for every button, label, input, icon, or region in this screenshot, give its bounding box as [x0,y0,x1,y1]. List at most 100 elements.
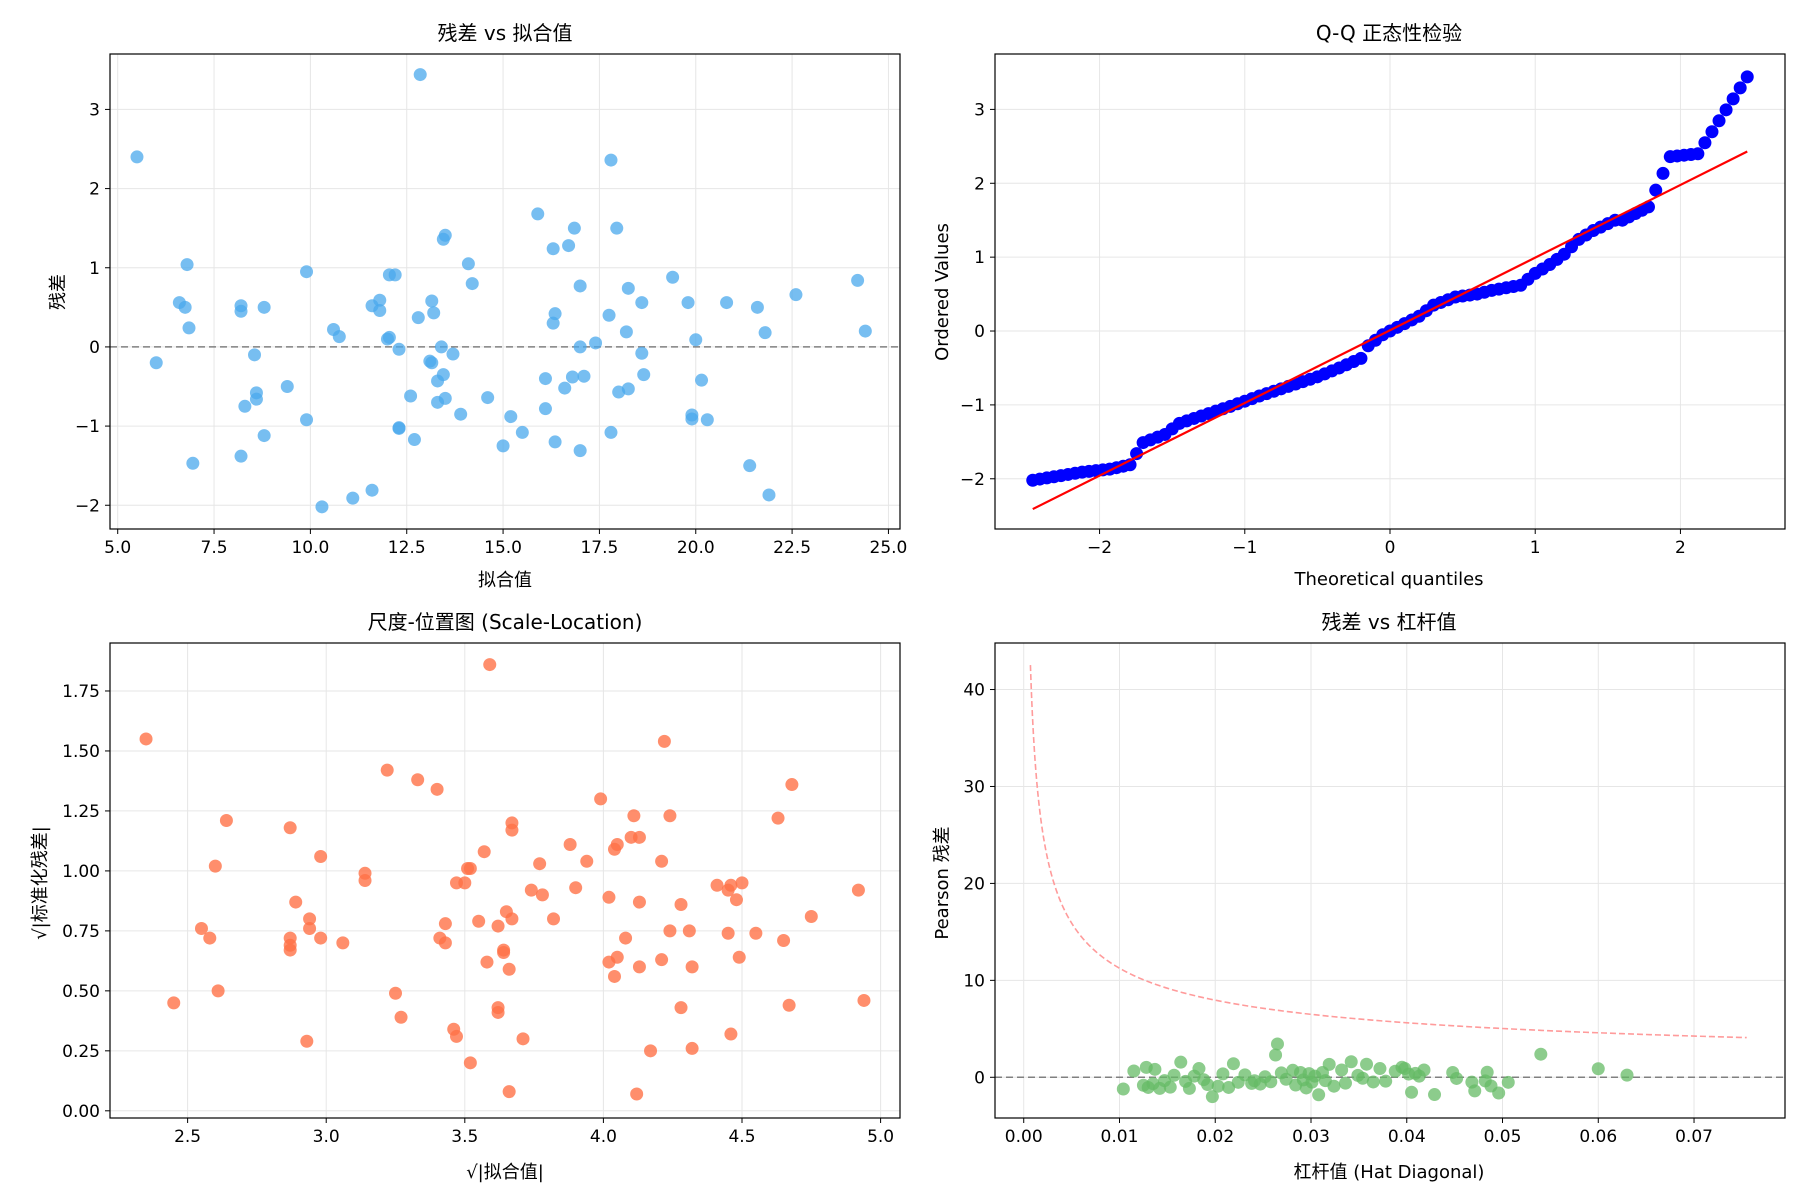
residuals-vs-leverage-point [1270,1037,1284,1051]
scale-location-point [627,809,641,823]
scale-location-point [358,874,372,887]
scale-location-point [300,1034,314,1048]
residuals-vs-leverage-point [1226,1057,1240,1071]
residuals-vs-leverage-xtick-label: 0.02 [1196,1127,1234,1147]
scale-location-ytick-label: 1.75 [62,682,100,702]
scale-location-xtick-label: 2.5 [174,1127,201,1147]
scale-location-point [857,993,871,1007]
residuals-vs-leverage-axes-frame [994,642,1786,1119]
qq-normality-point [1733,81,1747,95]
residuals-vs-leverage-reference-curve [1029,665,1747,1039]
qq-normality-ytick-label: −1 [960,396,985,416]
residuals-vs-fitted-point [610,221,624,235]
residuals-vs-fitted-point [558,381,572,395]
scale-location-point [663,924,677,938]
residuals-vs-fitted-point [392,421,406,435]
residuals-vs-leverage-point [1269,1048,1283,1062]
scale-location-point [663,809,677,823]
residuals-vs-fitted-point [635,346,649,360]
scale-location-point [674,1001,688,1015]
residuals-vs-fitted-point [407,433,421,447]
residuals-vs-leverage-point [1279,1072,1293,1086]
scale-location-point [721,926,735,940]
residuals-vs-fitted-point [427,306,441,320]
residuals-vs-leverage-point [1148,1062,1162,1076]
residuals-vs-fitted-point [573,279,587,293]
scale-location-point [710,878,724,892]
residuals-vs-fitted-point [538,402,552,416]
scale-location-point [632,960,646,974]
scale-location-point [438,917,452,931]
residuals-vs-fitted-point [315,500,329,514]
residuals-vs-fitted-point [621,281,635,295]
scale-location-xtick-label: 4.0 [590,1127,617,1147]
residuals-vs-leverage-point [1127,1064,1141,1078]
qq-normality-title: Q-Q 正态性检验 [1316,21,1462,45]
qq-normality-ytick-label: −2 [960,470,985,490]
residuals-vs-leverage-ytick-label: 0 [974,1068,985,1088]
scale-location-point [380,763,394,777]
scale-location-point [389,986,403,1000]
residuals-vs-leverage-point [1216,1067,1230,1081]
qq-normality-panel: Q-Q 正态性检验 Theoretical quantiles Ordered … [932,21,1786,590]
residuals-vs-fitted-point [186,456,200,470]
residuals-vs-fitted-point [392,342,406,356]
residuals-vs-leverage-xtick-label: 0.04 [1388,1127,1426,1147]
residuals-vs-fitted-point [604,153,618,167]
scale-location-point [735,876,749,890]
scale-location-point [472,914,486,928]
scale-location-point [782,998,796,1012]
residuals-vs-fitted-point [249,392,263,406]
residuals-vs-leverage-point [1312,1088,1326,1102]
scale-location-point [505,816,519,830]
scale-location-point [463,1056,477,1070]
residuals-vs-fitted-point [504,410,518,424]
residuals-vs-leverage-point [1428,1088,1442,1102]
scale-location-point [594,792,608,806]
qq-normality-point [1712,114,1726,128]
residuals-vs-fitted-point [257,300,271,314]
scale-location-ytick-label: 1.50 [62,742,100,762]
residuals-vs-fitted-point [858,324,872,338]
scale-location-point [505,912,519,926]
qq-normality-ytick-label: 1 [974,248,985,268]
scale-location-xtick-label: 3.0 [313,1127,340,1147]
scale-location-ytick-label: 0.75 [62,922,100,942]
residuals-vs-fitted-ylabel: 残差 [48,274,69,310]
scale-location-point [314,850,328,864]
qq-normality-point [1719,103,1733,117]
scale-location-axes-frame [109,642,901,1119]
scale-location-xlabel: √|拟合值| [466,1162,544,1183]
residuals-vs-fitted-point [851,273,865,287]
scale-location-point [491,919,505,933]
residuals-vs-fitted-xtick-label: 22.5 [773,538,811,558]
residuals-vs-fitted-point [689,333,703,347]
residuals-vs-fitted-point [300,413,314,427]
residuals-vs-leverage-xtick-label: 0.06 [1579,1127,1617,1147]
residuals-vs-fitted-panel: 残差 vs 拟合值 拟合值 残差 5.0 7.5 10.0 12.5 15.0 17.5 2… [48,21,907,591]
scale-location-point [580,854,594,868]
qq-normality-point [1740,70,1754,84]
residuals-vs-fitted-point [257,429,271,443]
residuals-vs-fitted-xtick-label: 7.5 [201,538,228,558]
residuals-vs-fitted-title: 残差 vs 拟合值 [438,21,573,45]
residuals-vs-leverage-xtick-label: 0.01 [1101,1127,1139,1147]
residuals-vs-fitted-point [382,330,396,344]
residuals-vs-fitted-point [685,412,699,426]
scale-location-point [394,1010,408,1024]
scale-location-point [167,996,181,1010]
qq-normality-point [1354,351,1368,365]
residuals-vs-fitted-point [531,207,545,221]
residuals-vs-fitted-point [619,325,633,339]
scale-location-xtick-label: 4.5 [728,1127,755,1147]
residuals-vs-fitted-xtick-label: 20.0 [677,538,715,558]
scale-location-xtick-label: 3.5 [451,1127,478,1147]
scale-location-point [497,945,511,959]
residuals-vs-fitted-point [496,439,510,453]
residuals-vs-fitted-point [666,270,680,284]
qq-normality-xtick-label: −2 [1087,538,1112,558]
residuals-vs-fitted-point [567,221,581,235]
scale-location-point [203,931,217,945]
residuals-vs-leverage-point [1192,1062,1206,1076]
residuals-vs-leverage-xtick-label: 0.03 [1292,1127,1330,1147]
